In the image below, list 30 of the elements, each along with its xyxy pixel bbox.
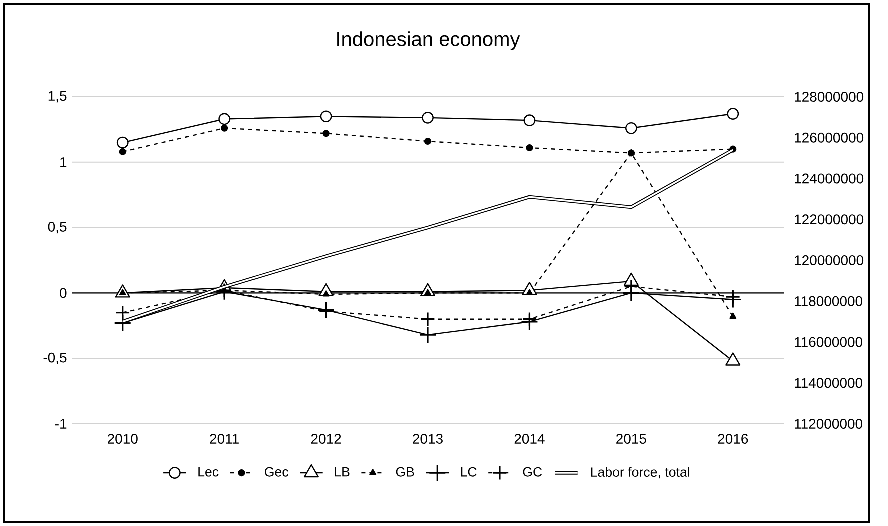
y-tick-label: -0,5 — [44, 352, 67, 364]
y2-tick-label: 116000000 — [795, 337, 863, 348]
y2-tick-label: 122000000 — [795, 214, 864, 225]
x-tick-label: 2011 — [210, 434, 239, 444]
x-tick-label: 2016 — [718, 434, 748, 444]
legend-label: GC — [523, 467, 542, 477]
chart-title: Indonesian economy — [338, 32, 520, 50]
y2-tick-label: 118000000 — [795, 296, 863, 306]
y2-tick-label: 112000000 — [795, 419, 863, 429]
y2-tick-label: 120000000 — [795, 256, 864, 266]
y-tick-label: 1 — [60, 158, 67, 168]
legend-label: Labor force, total — [591, 467, 690, 479]
x-tick-label: 2010 — [108, 434, 138, 444]
legend-label: Lec — [198, 467, 219, 477]
y-tick-label: 0,5 — [48, 222, 67, 234]
legend-label: LB — [335, 467, 350, 477]
x-tick-label: 2012 — [311, 434, 342, 444]
y2-tick-label: 126000000 — [795, 132, 864, 143]
legend-label: GB — [396, 467, 414, 477]
y-tick-label: -1 — [55, 419, 67, 429]
legend-label: LC — [461, 467, 477, 477]
y2-tick-label: 114000000 — [795, 378, 863, 388]
y2-tick-label: 128000000 — [795, 92, 864, 102]
y-tick-label: 1,5 — [48, 91, 67, 103]
y2-tick-label: 124000000 — [795, 174, 864, 184]
x-tick-label: 2014 — [514, 434, 545, 444]
x-tick-label: 2013 — [413, 434, 443, 444]
y-tick-label: 0 — [60, 288, 67, 298]
x-tick-label: 2015 — [616, 434, 646, 444]
legend-label: Gec — [265, 467, 288, 477]
